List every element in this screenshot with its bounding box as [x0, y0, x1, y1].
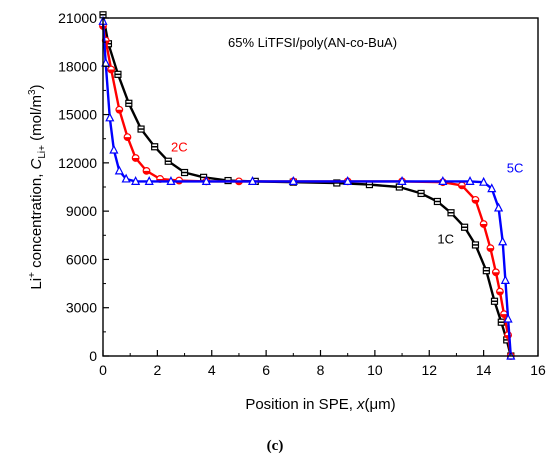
data-point-5C — [114, 165, 124, 175]
data-point-5C — [479, 176, 489, 186]
series-layer — [98, 11, 516, 360]
chart-annotation: 65% LiTFSI/poly(AN-co-BuA) — [228, 35, 397, 50]
plot-frame — [102, 17, 539, 357]
ticks-layer — [102, 17, 539, 357]
x-tick-label: 14 — [476, 362, 492, 378]
data-point-5C — [131, 176, 141, 185]
point-marker-fill — [116, 109, 123, 114]
y-tick-label: 6000 — [66, 251, 97, 267]
point-marker-fill — [143, 170, 150, 175]
y-tick-label: 9000 — [66, 203, 97, 219]
x-tick-label: 10 — [367, 362, 383, 378]
point-marker-fill — [496, 291, 504, 295]
data-point-5C — [397, 176, 407, 185]
y-tick-label: 15000 — [58, 107, 97, 123]
y-tick-label: 12000 — [58, 155, 97, 171]
series-label-1C: 1C — [437, 231, 454, 246]
series-label-2C: 2C — [171, 140, 188, 155]
point-marker-fill — [458, 185, 466, 189]
y-tick-label: 3000 — [66, 300, 97, 316]
series-line-1C — [101, 14, 512, 357]
data-point-5C — [144, 176, 154, 185]
data-point-5C — [498, 236, 508, 246]
data-point-5C — [166, 176, 176, 185]
y-tick-label: 0 — [89, 348, 97, 364]
point-marker-fill — [472, 199, 479, 204]
x-tick-label: 4 — [208, 362, 216, 378]
series-1C — [99, 11, 515, 360]
data-point-5C — [503, 313, 513, 323]
y-axis-title: Li+ concentration, CLi+ (mol/m3) — [27, 84, 48, 289]
point-marker-fill — [480, 224, 487, 228]
data-point-5C — [288, 176, 298, 185]
point-marker-fill — [500, 314, 508, 318]
series-line-5C — [101, 21, 512, 357]
x-tick-label: 12 — [421, 362, 437, 378]
series-5C — [98, 15, 516, 360]
point-marker-fill — [132, 158, 139, 162]
figure-caption: (c) — [266, 438, 284, 454]
x-tick-label: 0 — [99, 362, 107, 378]
point-marker-fill — [492, 272, 500, 276]
y-tick-label: 18000 — [58, 58, 97, 74]
x-tick-label: 6 — [262, 362, 270, 378]
data-point-5C — [109, 144, 119, 154]
data-point-5C — [487, 183, 497, 193]
point-marker-fill — [124, 137, 131, 141]
x-tick-label: 2 — [153, 362, 161, 378]
data-point-5C — [105, 112, 115, 122]
data-point-5C — [500, 275, 510, 284]
data-point-5C — [493, 202, 504, 212]
point-marker-fill — [487, 248, 494, 252]
x-axis-title: Position in SPE, x(μm) — [245, 396, 395, 413]
data-point-5C — [438, 176, 448, 185]
point-marker-fill — [107, 69, 115, 73]
x-tick-label: 16 — [530, 362, 546, 378]
series-2C — [99, 22, 515, 360]
series-line-2C — [101, 25, 512, 357]
y-tick-label: 21000 — [58, 10, 97, 26]
x-tick-label: 8 — [317, 362, 325, 378]
data-point-5C — [343, 176, 353, 185]
labels-layer: 0 2 4 6 8 10 12 14 16 0 3000 6000 9000 12000 15000 1800… — [58, 10, 546, 378]
data-point-5C — [201, 176, 211, 185]
data-point-5C — [121, 173, 131, 183]
data-point-5C — [247, 176, 258, 185]
series-label-5C: 5C — [507, 161, 524, 176]
data-point-5C — [465, 176, 475, 185]
